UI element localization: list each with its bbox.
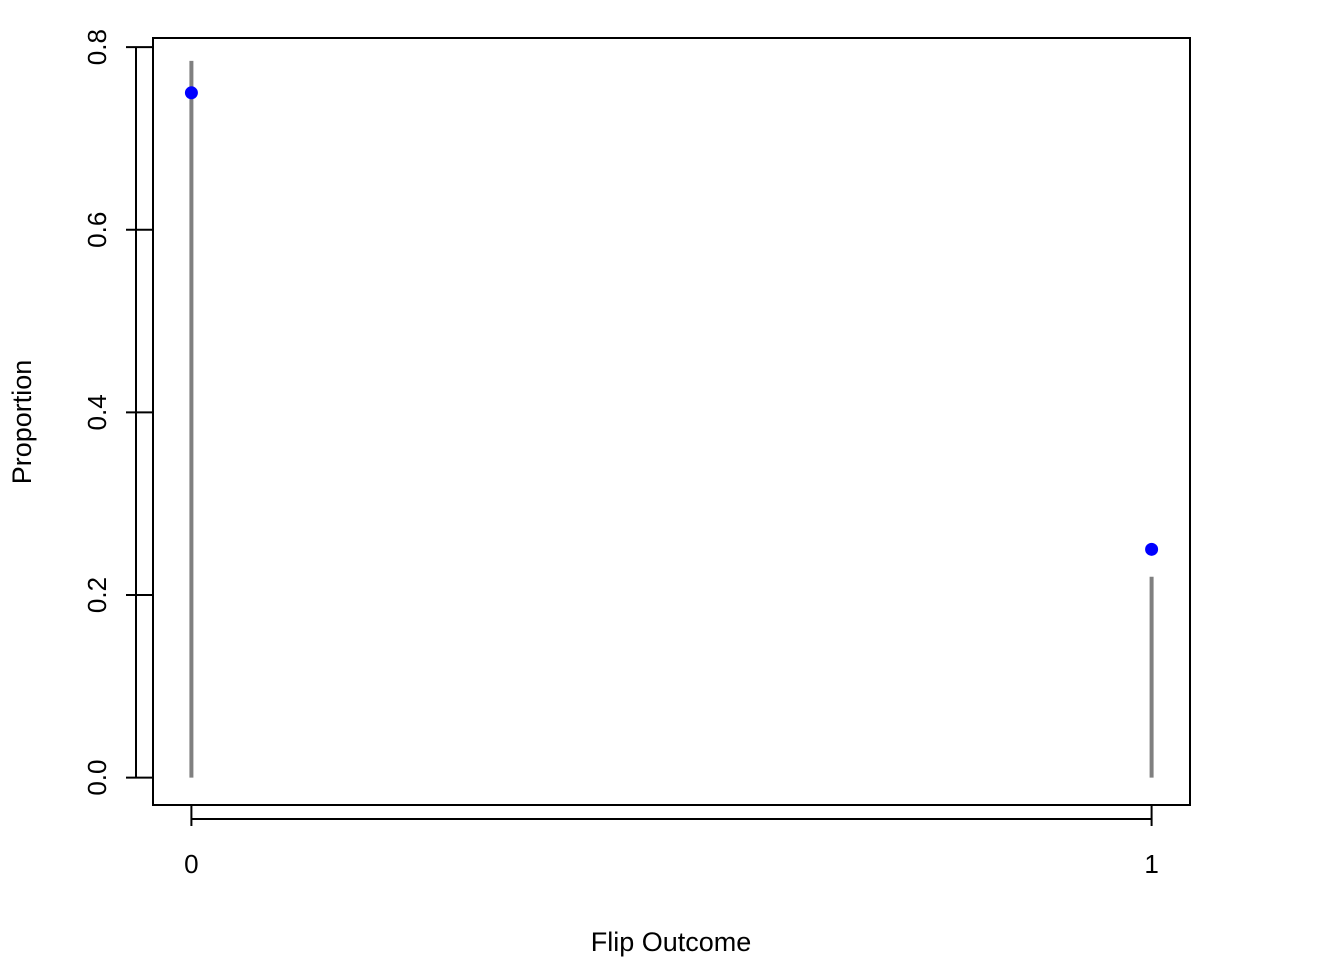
y-tick-label: 0.4 (82, 394, 112, 430)
y-tick-label: 0.6 (82, 212, 112, 248)
y-tick-label: 0.8 (82, 29, 112, 65)
data-point (1145, 542, 1159, 556)
x-tick-label: 0 (184, 849, 198, 879)
y-tick-label: 0.0 (82, 760, 112, 796)
y-axis-title: Proportion (7, 360, 37, 485)
x-tick-label: 1 (1144, 849, 1158, 879)
y-tick-label: 0.2 (82, 577, 112, 613)
y-axis: 0.0 0.2 0.4 0.6 0.8 (82, 29, 153, 796)
data-marks (184, 60, 1159, 778)
x-axis-title: Flip Outcome (591, 927, 752, 957)
plot-frame (152, 37, 1191, 806)
data-point (184, 86, 198, 100)
